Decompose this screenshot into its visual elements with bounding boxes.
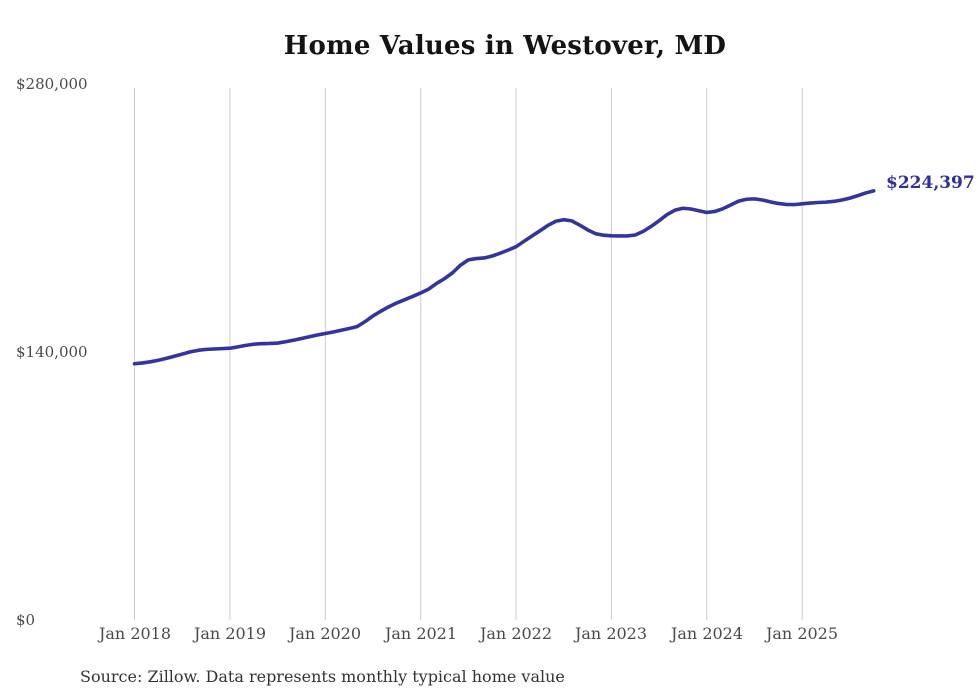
x-tick-label-jan-2021: Jan 2021 bbox=[384, 624, 458, 643]
x-tick-label-jan-2024: Jan 2024 bbox=[670, 624, 744, 643]
chart-title: Home Values in Westover, MD bbox=[283, 31, 727, 61]
x-tick-label-jan-2019: Jan 2019 bbox=[193, 624, 267, 643]
x-tick-label-jan-2022: Jan 2022 bbox=[479, 624, 553, 643]
source-attribution: Source: Zillow. Data represents monthly … bbox=[80, 667, 565, 686]
x-tick-label-jan-2020: Jan 2020 bbox=[288, 624, 362, 643]
x-tick-label-jan-2025: Jan 2025 bbox=[765, 624, 839, 643]
vertical-gridlines bbox=[134, 88, 803, 620]
y-tick-label-280000: $280,000 bbox=[16, 75, 88, 93]
latest-value-label: $224,397 bbox=[886, 173, 975, 193]
x-tick-label-jan-2023: Jan 2023 bbox=[574, 624, 648, 643]
home-value-trend-line bbox=[132, 189, 876, 366]
x-tick-label-jan-2018: Jan 2018 bbox=[98, 624, 172, 643]
y-tick-label-0: $0 bbox=[16, 611, 36, 629]
y-tick-label-140000: $140,000 bbox=[16, 343, 88, 361]
